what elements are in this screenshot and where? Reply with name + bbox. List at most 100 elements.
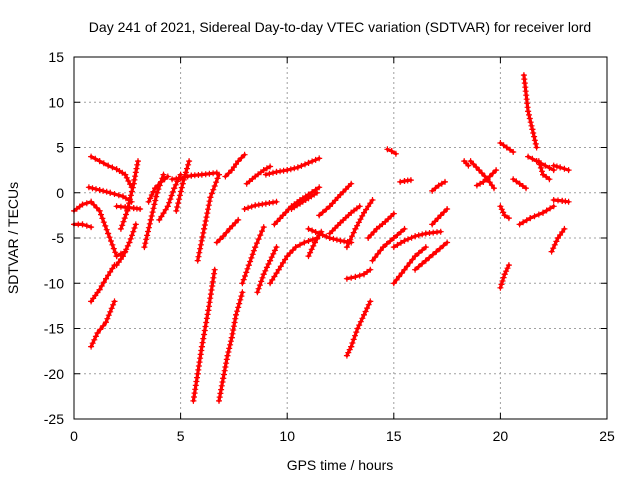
data-point (158, 178, 165, 185)
data-point (241, 206, 248, 212)
data-point (292, 244, 299, 251)
data-point (349, 340, 356, 346)
data-point (245, 204, 252, 211)
data-point (553, 238, 560, 245)
data-point (100, 219, 107, 226)
data-point (99, 215, 106, 222)
data-point (510, 149, 517, 155)
data-series (190, 266, 218, 404)
data-point (422, 244, 429, 251)
data-point (405, 236, 411, 243)
data-point (109, 265, 116, 272)
data-point (216, 171, 222, 178)
data-point (318, 228, 325, 235)
data-point (147, 216, 154, 223)
data-point (548, 248, 555, 255)
data-point (291, 165, 298, 172)
data-point (94, 330, 101, 336)
data-point (100, 322, 107, 329)
series-line (272, 185, 321, 226)
data-point (149, 209, 156, 216)
data-point (465, 162, 472, 169)
data-point (406, 259, 413, 266)
data-point (177, 192, 183, 199)
data-point (519, 183, 526, 189)
data-point (543, 207, 550, 214)
data-point (397, 239, 404, 246)
data-point (152, 197, 159, 204)
data-point (169, 188, 176, 195)
data-point (259, 228, 265, 235)
data-point (435, 182, 442, 189)
data-point (198, 237, 205, 244)
data-point (79, 201, 86, 208)
data-point (433, 248, 440, 255)
data-point (148, 213, 155, 219)
data-point (256, 282, 263, 289)
data-point (390, 235, 397, 241)
data-series (88, 298, 118, 350)
data-point (235, 216, 242, 223)
data-point (372, 254, 379, 261)
data-point (412, 266, 419, 273)
data-point (444, 239, 451, 246)
data-point (144, 232, 151, 239)
data-point (107, 308, 114, 315)
data-point (216, 397, 222, 404)
data-point (497, 284, 504, 291)
data-point (529, 155, 536, 162)
data-point (499, 278, 506, 284)
data-point (308, 246, 315, 253)
data-point (525, 108, 532, 115)
data-series (117, 158, 141, 232)
data-series (262, 155, 323, 178)
data-point (233, 311, 239, 318)
data-point (407, 177, 414, 184)
data-point (83, 222, 90, 229)
data-point (275, 266, 282, 273)
data-point (100, 187, 107, 194)
data-point (239, 289, 246, 296)
data-point (323, 206, 330, 213)
data-point (137, 206, 144, 212)
data-point (150, 188, 157, 195)
data-point (505, 262, 512, 269)
data-point (141, 244, 148, 251)
data-point (523, 185, 529, 192)
data-point (359, 315, 366, 322)
data-point (167, 196, 174, 203)
data-point (305, 159, 312, 166)
data-point (363, 206, 370, 213)
y-tick-label: -5 (52, 230, 65, 246)
data-point (342, 186, 349, 193)
data-point (257, 232, 264, 239)
y-tick-label: -15 (44, 321, 64, 337)
data-point (96, 187, 103, 193)
data-point (394, 232, 401, 238)
data-point (478, 170, 485, 177)
data-point (442, 178, 448, 185)
data-point (92, 333, 99, 340)
data-point (147, 195, 154, 202)
data-point (126, 239, 133, 246)
data-point (232, 219, 239, 226)
data-point (497, 140, 504, 146)
series-line (268, 236, 319, 285)
data-point (415, 250, 422, 257)
data-series (316, 180, 355, 219)
data-point (284, 167, 291, 174)
data-point (271, 247, 278, 254)
data-point (500, 274, 507, 281)
data-point (429, 251, 436, 258)
data-point (244, 265, 251, 272)
data-point (207, 295, 214, 302)
x-tick-label: 15 (386, 428, 402, 444)
data-point (88, 153, 95, 160)
data-point (537, 164, 544, 171)
data-point (103, 188, 110, 195)
data-point (553, 163, 560, 170)
data-point (330, 235, 337, 242)
data-point (429, 187, 436, 194)
data-point (91, 336, 98, 343)
data-point (196, 249, 203, 256)
